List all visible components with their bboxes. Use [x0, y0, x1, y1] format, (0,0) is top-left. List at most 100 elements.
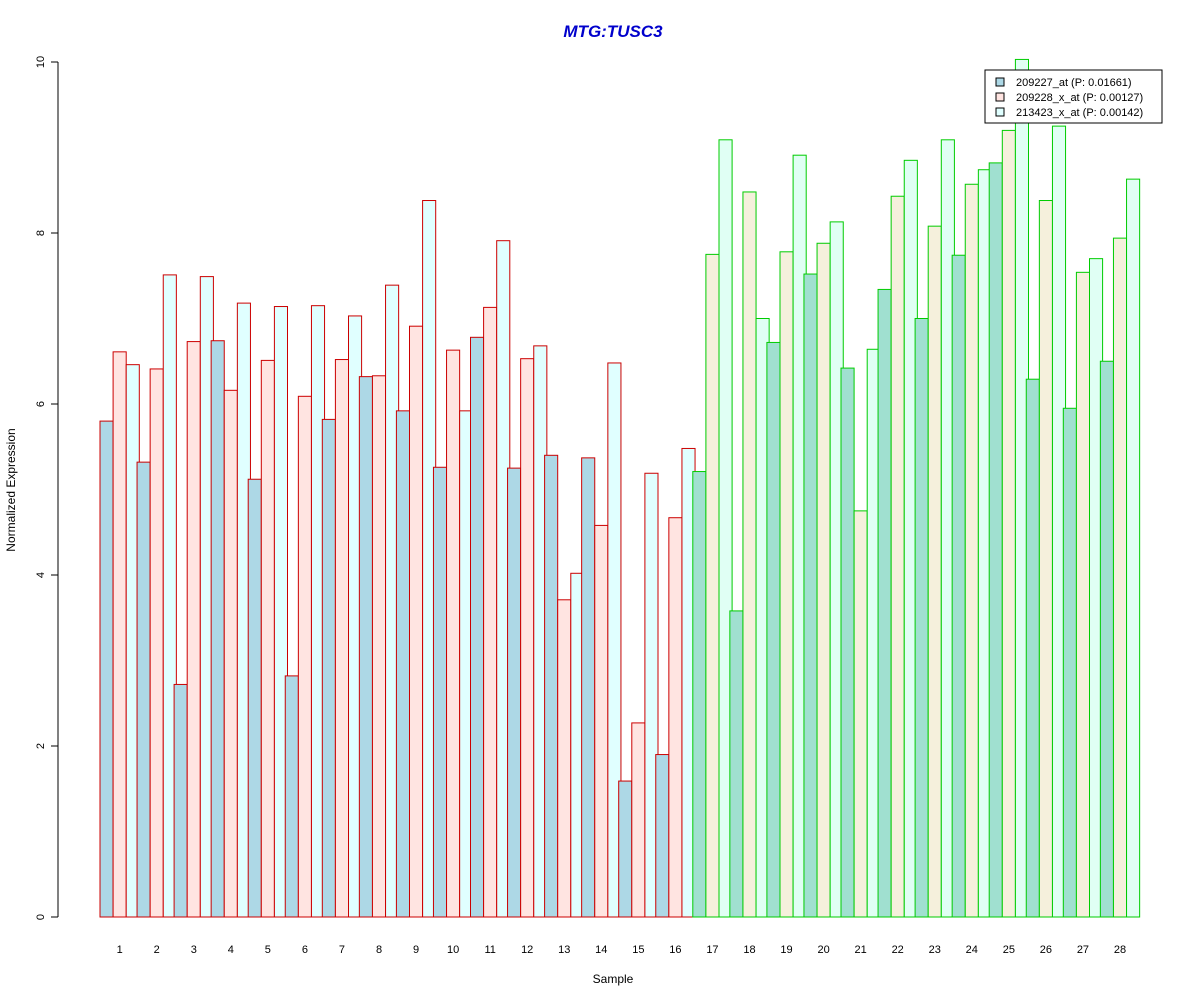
bar: [1038, 200, 1053, 918]
bar: [520, 358, 535, 918]
x-tick-label: 8: [376, 944, 382, 956]
chart-title: MTG:TUSC3: [563, 22, 663, 41]
x-tick-label: 4: [228, 944, 234, 956]
x-tick-label: 23: [929, 944, 941, 956]
bar: [260, 359, 275, 918]
x-tick-label: 1: [117, 944, 123, 956]
bar: [594, 524, 609, 918]
bar: [655, 754, 670, 918]
bar: [803, 273, 818, 918]
bar: [321, 418, 336, 918]
legend-swatch: [995, 77, 1005, 87]
legend-entry: 209227_at (P: 0.01661): [1016, 77, 1132, 89]
bar: [358, 376, 373, 918]
y-axis-label: Normalized Expression: [4, 428, 18, 551]
bar: [162, 274, 177, 918]
x-axis-label: Sample: [593, 972, 634, 986]
bar: [371, 375, 387, 918]
y-tick-label: 6: [35, 401, 47, 407]
bar: [644, 472, 659, 918]
bar: [432, 466, 448, 918]
y-tick-label: 10: [35, 56, 47, 68]
x-tick-labels: 1 2 3 4 5 6 7 8 9 10 11 12 13 14 15 16 17 18 19 20 21 22 23 24 2…: [117, 944, 1127, 956]
bar: [718, 139, 733, 918]
bar: [149, 368, 164, 918]
y-tick-label: 2: [35, 743, 47, 749]
bar: [742, 191, 757, 918]
y-tick-label: 8: [35, 230, 47, 236]
legend-entry: 213423_x_at (P: 0.00142): [1016, 107, 1143, 119]
bar: [173, 683, 188, 918]
bar: [631, 722, 646, 918]
x-tick-label: 27: [1077, 944, 1089, 956]
bar: [618, 780, 633, 918]
bar: [112, 351, 127, 918]
bar: [544, 454, 559, 918]
legend-box: [984, 69, 1163, 124]
bar: [395, 410, 410, 918]
x-tick-label: 3: [191, 944, 197, 956]
bar: [816, 242, 831, 918]
x-tick-label: 7: [339, 944, 345, 956]
bar: [766, 341, 781, 918]
bar: [964, 183, 979, 918]
bar: [668, 517, 683, 918]
x-tick-label: 5: [265, 944, 271, 956]
bar: [99, 420, 114, 918]
bar: [779, 251, 794, 918]
bar: [136, 461, 151, 918]
bar: [877, 288, 892, 918]
x-tick-label: 21: [855, 944, 867, 956]
x-tick-label: 26: [1040, 944, 1052, 956]
bar: [890, 195, 905, 918]
bar: [247, 478, 262, 918]
bars-group: [99, 58, 1141, 918]
bar: [409, 325, 424, 918]
bar: [1099, 360, 1114, 918]
bar: [1062, 407, 1077, 918]
x-tick-label: 24: [966, 944, 978, 956]
bar: [223, 389, 238, 918]
x-tick-label: 2: [154, 944, 160, 956]
y-axis: 0 2 4 6 8 10: [35, 56, 59, 920]
bar: [284, 675, 299, 918]
bar: [483, 306, 498, 918]
x-tick-label: 10: [447, 944, 459, 956]
x-tick-label: 22: [892, 944, 904, 956]
bar: [729, 610, 744, 918]
bar: [1112, 237, 1128, 918]
x-tick-label: 15: [632, 944, 644, 956]
legend-swatch: [995, 92, 1005, 102]
bar: [1126, 178, 1141, 918]
x-tick-label: 17: [706, 944, 718, 956]
bar: [692, 471, 707, 918]
x-tick-label: 28: [1114, 944, 1126, 956]
bar: [557, 599, 572, 918]
bar: [951, 254, 966, 918]
bar: [273, 306, 288, 918]
bar: [470, 336, 485, 918]
y-tick-label: 0: [35, 914, 47, 920]
bar: [581, 457, 596, 918]
x-tick-label: 11: [484, 944, 495, 956]
x-tick-label: 13: [558, 944, 570, 956]
bar: [927, 225, 942, 918]
x-tick-label: 20: [817, 944, 829, 956]
x-tick-label: 6: [302, 944, 308, 956]
x-tick-label: 12: [521, 944, 533, 956]
x-tick-label: 19: [780, 944, 792, 956]
bar: [840, 367, 855, 918]
bar: [705, 253, 720, 918]
bar: [988, 162, 1003, 918]
legend-entry: 209228_x_at (P: 0.00127): [1016, 92, 1143, 104]
bar: [334, 359, 349, 918]
bar: [186, 341, 201, 918]
x-tick-label: 14: [595, 944, 607, 956]
legend-swatch: [995, 107, 1005, 117]
bar: [297, 395, 312, 918]
bar: [853, 510, 868, 918]
x-tick-label: 9: [413, 944, 419, 956]
x-tick-label: 25: [1003, 944, 1015, 956]
